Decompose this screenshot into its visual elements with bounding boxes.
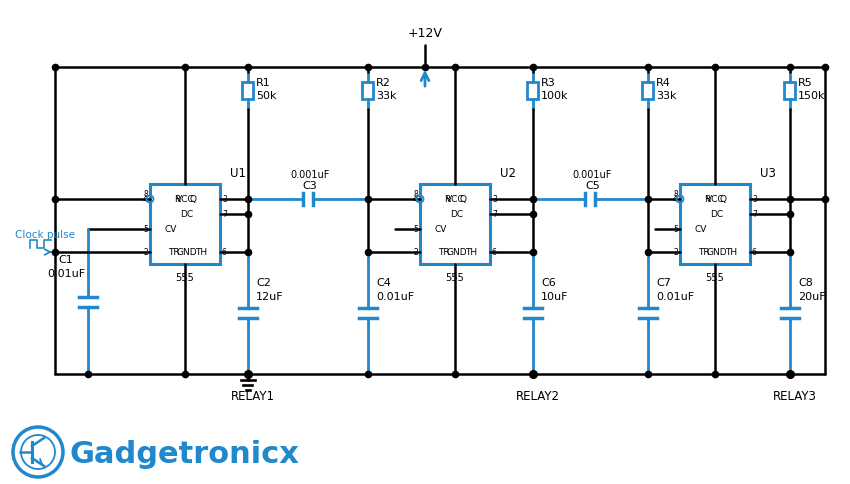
Bar bbox=[242, 83, 253, 99]
Text: C5: C5 bbox=[585, 181, 600, 191]
Text: RELAY2: RELAY2 bbox=[516, 389, 560, 402]
Text: 4: 4 bbox=[143, 195, 148, 204]
Text: +12V: +12V bbox=[407, 27, 443, 40]
Text: CV: CV bbox=[694, 225, 707, 234]
Text: R: R bbox=[704, 195, 710, 204]
Text: TR: TR bbox=[439, 248, 450, 257]
Bar bbox=[680, 184, 750, 264]
Text: CV: CV bbox=[165, 225, 177, 234]
Text: U2: U2 bbox=[500, 166, 516, 180]
Text: 6: 6 bbox=[492, 248, 497, 257]
Text: 2: 2 bbox=[413, 248, 418, 257]
Text: 150k: 150k bbox=[798, 91, 825, 101]
Text: 33k: 33k bbox=[376, 91, 396, 101]
Text: R2: R2 bbox=[376, 78, 391, 88]
Text: 4: 4 bbox=[673, 195, 678, 204]
Text: TH: TH bbox=[195, 248, 207, 257]
Text: 100k: 100k bbox=[541, 91, 569, 101]
Text: TH: TH bbox=[465, 248, 477, 257]
Text: 33k: 33k bbox=[656, 91, 677, 101]
Text: 5: 5 bbox=[413, 225, 418, 234]
Text: R: R bbox=[173, 195, 180, 204]
Text: R5: R5 bbox=[798, 78, 813, 88]
Text: RELAY1: RELAY1 bbox=[231, 389, 275, 402]
Text: C8: C8 bbox=[798, 277, 813, 287]
Text: 555: 555 bbox=[445, 272, 464, 283]
Text: GND: GND bbox=[177, 248, 197, 257]
Text: 7: 7 bbox=[222, 210, 227, 219]
Text: GND: GND bbox=[447, 248, 468, 257]
Bar bbox=[420, 184, 490, 264]
Text: C6: C6 bbox=[541, 277, 556, 287]
Text: 555: 555 bbox=[176, 272, 195, 283]
Text: U3: U3 bbox=[760, 166, 776, 180]
Text: C1: C1 bbox=[59, 255, 73, 264]
Text: 5: 5 bbox=[143, 225, 148, 234]
Text: 4: 4 bbox=[413, 195, 418, 204]
Text: TH: TH bbox=[725, 248, 737, 257]
Text: C7: C7 bbox=[656, 277, 671, 287]
Text: 10uF: 10uF bbox=[541, 291, 569, 302]
Text: C3: C3 bbox=[303, 181, 317, 191]
Text: 0.001uF: 0.001uF bbox=[291, 170, 330, 180]
Text: R3: R3 bbox=[541, 78, 556, 88]
Text: DC: DC bbox=[711, 210, 723, 219]
Text: 3: 3 bbox=[492, 195, 497, 204]
Text: 20uF: 20uF bbox=[798, 291, 825, 302]
Bar bbox=[528, 83, 539, 99]
Text: 12uF: 12uF bbox=[256, 291, 284, 302]
Text: VCC: VCC bbox=[176, 195, 195, 204]
Text: 3: 3 bbox=[752, 195, 756, 204]
Text: Clock pulse: Clock pulse bbox=[15, 229, 75, 240]
Text: TR: TR bbox=[699, 248, 710, 257]
Text: R: R bbox=[444, 195, 450, 204]
Text: TR: TR bbox=[168, 248, 180, 257]
Text: 0.01uF: 0.01uF bbox=[47, 269, 85, 278]
Text: Gadgetronicx: Gadgetronicx bbox=[70, 439, 300, 469]
Bar bbox=[785, 83, 796, 99]
Text: 7: 7 bbox=[492, 210, 497, 219]
Text: C4: C4 bbox=[376, 277, 391, 287]
Text: Q: Q bbox=[190, 195, 197, 204]
Text: 0.01uF: 0.01uF bbox=[656, 291, 694, 302]
Text: 6: 6 bbox=[222, 248, 227, 257]
Text: 7: 7 bbox=[752, 210, 756, 219]
Text: VCC: VCC bbox=[445, 195, 464, 204]
Text: 6: 6 bbox=[752, 248, 756, 257]
Text: DC: DC bbox=[450, 210, 463, 219]
Text: CV: CV bbox=[434, 225, 447, 234]
Text: 8: 8 bbox=[673, 190, 678, 199]
Text: C2: C2 bbox=[256, 277, 271, 287]
Text: R4: R4 bbox=[656, 78, 671, 88]
Bar bbox=[362, 83, 373, 99]
Text: 8: 8 bbox=[413, 190, 418, 199]
Text: 8: 8 bbox=[144, 190, 148, 199]
Text: 2: 2 bbox=[144, 248, 148, 257]
Text: R1: R1 bbox=[256, 78, 271, 88]
Text: GND: GND bbox=[706, 248, 728, 257]
Text: Q: Q bbox=[460, 195, 467, 204]
Text: U1: U1 bbox=[230, 166, 246, 180]
Bar bbox=[150, 184, 220, 264]
Text: VCC: VCC bbox=[706, 195, 724, 204]
Text: 50k: 50k bbox=[256, 91, 276, 101]
Text: DC: DC bbox=[180, 210, 194, 219]
Text: Q: Q bbox=[720, 195, 727, 204]
Text: 0.001uF: 0.001uF bbox=[573, 170, 612, 180]
Bar bbox=[643, 83, 654, 99]
Text: 5: 5 bbox=[673, 225, 678, 234]
Text: 0.01uF: 0.01uF bbox=[376, 291, 414, 302]
Text: 3: 3 bbox=[222, 195, 227, 204]
Text: 2: 2 bbox=[673, 248, 678, 257]
Text: 555: 555 bbox=[706, 272, 724, 283]
Text: RELAY3: RELAY3 bbox=[773, 389, 817, 402]
